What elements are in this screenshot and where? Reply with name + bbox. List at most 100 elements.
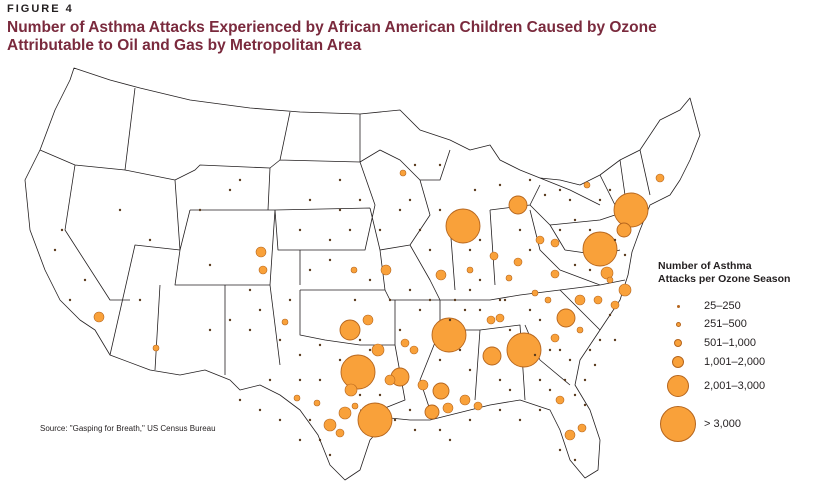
metro-dot — [568, 358, 572, 362]
metro-bubble — [486, 315, 496, 325]
metro-bubble — [473, 401, 483, 411]
legend-title-line1: Number of Asthma — [658, 260, 752, 272]
metro-dot — [468, 248, 472, 252]
metro-dot — [558, 348, 562, 352]
metro-dot — [328, 258, 332, 262]
metro-dot — [408, 288, 412, 292]
metro-bubble — [582, 231, 618, 267]
metro-dot — [573, 263, 577, 267]
legend-label: 251–500 — [704, 318, 747, 330]
metro-dot — [463, 308, 467, 312]
metro-bubble — [489, 251, 499, 261]
metro-dot — [538, 408, 542, 412]
metro-bubble — [618, 283, 632, 297]
metro-bubble — [556, 308, 576, 328]
metro-bubble — [362, 314, 374, 326]
metro-bubble — [338, 406, 352, 420]
metro-bubble — [610, 300, 620, 310]
legend-label: 2,001–3,000 — [704, 380, 766, 392]
metro-dot — [358, 198, 362, 202]
metro-dot — [378, 393, 382, 397]
metro-dot — [328, 453, 332, 457]
metro-dot — [583, 403, 587, 407]
metro-bubble — [555, 395, 565, 405]
metro-dot — [258, 308, 262, 312]
metro-bubble — [535, 235, 545, 245]
metro-dot — [60, 228, 64, 232]
metro-bubble — [344, 383, 358, 397]
metro-bubble — [482, 346, 502, 366]
legend-symbol — [676, 304, 680, 308]
metro-dot — [278, 338, 282, 342]
metro-dot — [538, 378, 542, 382]
metro-dot — [563, 378, 567, 382]
metro-dot — [508, 328, 512, 332]
legend-item-2: 251–500 — [658, 312, 747, 336]
metro-dot — [478, 308, 482, 312]
legend-title: Number of Asthma Attacks per Ozone Seaso… — [658, 260, 823, 286]
metro-bubble — [513, 257, 523, 267]
metro-dot — [608, 188, 612, 192]
metro-dot — [368, 348, 372, 352]
legend-symbol — [672, 356, 684, 368]
metro-dot — [358, 393, 362, 397]
metro-dot — [438, 358, 442, 362]
metro-bubble — [371, 343, 385, 357]
metro-dot — [338, 178, 342, 182]
metro-dot — [548, 388, 552, 392]
metro-dot — [198, 208, 202, 212]
legend-symbol — [660, 406, 696, 442]
metro-dot — [318, 343, 322, 347]
metro-bubble — [258, 265, 268, 275]
metro-dot — [573, 218, 577, 222]
metro-dot — [298, 353, 302, 357]
metro-dot — [608, 313, 612, 317]
metro-bubble — [417, 379, 429, 391]
metro-bubble — [505, 274, 513, 282]
metro-dot — [438, 428, 442, 432]
metro-dot — [248, 288, 252, 292]
legend-label: 1,001–2,000 — [704, 356, 766, 368]
metro-dot — [398, 328, 402, 332]
metro-dot — [338, 208, 342, 212]
metro-dot — [508, 388, 512, 392]
legend-symbol — [674, 339, 682, 347]
legend-item-6: > 3,000 — [658, 406, 742, 442]
metro-dot — [558, 448, 562, 452]
source-note: Source: "Gasping for Breath," US Census … — [40, 424, 216, 433]
metro-bubble — [593, 295, 603, 305]
metro-dot — [498, 183, 502, 187]
metro-bubble — [466, 266, 474, 274]
metro-bubble — [613, 192, 649, 228]
metro-dot — [518, 228, 522, 232]
metro-dot — [298, 378, 302, 382]
metro-dot — [478, 238, 482, 242]
legend-symbol — [675, 321, 681, 327]
metro-dot — [408, 198, 412, 202]
metro-dot — [503, 298, 507, 302]
metro-dot — [338, 358, 342, 362]
metro-dot — [453, 298, 457, 302]
metro-bubble — [350, 266, 358, 274]
metro-dot — [613, 338, 617, 342]
metro-bubble — [583, 181, 591, 189]
metro-bubble — [435, 269, 447, 281]
metro-dot — [498, 298, 502, 302]
legend-item-3: 501–1,000 — [658, 331, 756, 355]
metro-dot — [588, 268, 592, 272]
metro-dot — [408, 408, 412, 412]
us-outline — [24, 67, 701, 481]
metro-bubble — [508, 195, 528, 215]
metro-dot — [448, 318, 452, 322]
legend-label: > 3,000 — [704, 418, 742, 430]
metro-dot — [238, 398, 242, 402]
metro-dot — [393, 418, 397, 422]
metro-dot — [468, 368, 472, 372]
metro-dot — [258, 408, 262, 412]
metro-dot — [418, 308, 422, 312]
metro-bubble — [380, 264, 392, 276]
metro-dot — [298, 438, 302, 442]
metro-dot — [573, 393, 577, 397]
metro-bubble — [431, 317, 467, 353]
metro-dot — [538, 318, 542, 322]
